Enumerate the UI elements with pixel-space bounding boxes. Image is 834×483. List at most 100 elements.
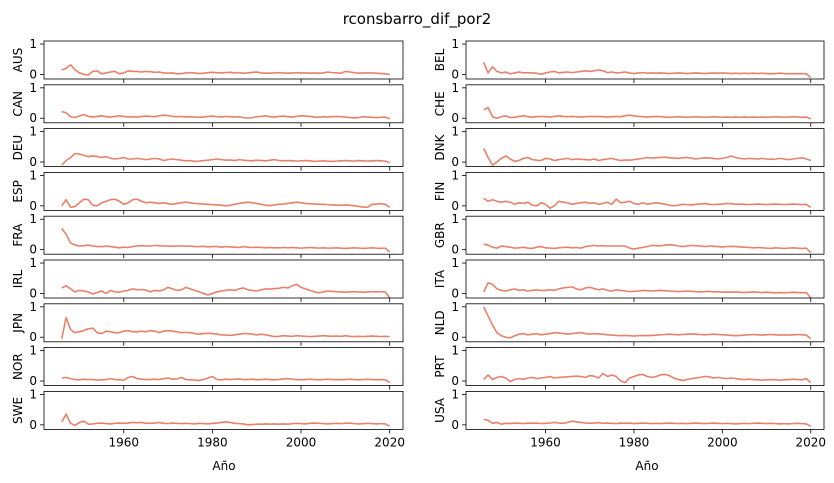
axes-frame: [43, 390, 404, 430]
axes-frame: [465, 128, 825, 168]
y-tick-label: 0: [29, 67, 37, 81]
y-tick-label: 1: [451, 344, 459, 358]
panel-fra: 0 1 FRA: [11, 212, 404, 259]
y-tick-label: 0: [29, 374, 37, 388]
axes-frame: [43, 84, 404, 124]
axes-frame: [43, 215, 404, 255]
y-tick-label: 1: [451, 387, 459, 401]
y-tick-label: 0: [451, 374, 459, 388]
y-tick-label: 1: [29, 81, 37, 95]
y-axis-label: GBR: [433, 222, 447, 248]
y-tick-label: 0: [451, 155, 459, 169]
y-tick-label: 1: [451, 81, 459, 95]
series-line-fra: [61, 227, 391, 253]
y-axis-label: USA: [433, 397, 447, 423]
axes-frame: [465, 303, 825, 343]
series-line-bel: [482, 61, 812, 79]
y-tick-label: 1: [451, 125, 459, 139]
series-line-ita: [482, 281, 812, 299]
y-tick-label: 1: [451, 37, 459, 51]
series-line-can: [61, 110, 391, 120]
y-tick-label: 1: [29, 300, 37, 314]
y-tick-label: 1: [29, 37, 37, 51]
chart-title: rconsbarro_dif_por2: [343, 10, 492, 29]
axes-frame: [465, 390, 825, 430]
y-axis-label: CHE: [433, 91, 447, 116]
y-axis-label: CAN: [11, 91, 25, 117]
panel-bel: 0 1 BEL: [433, 37, 825, 83]
y-axis-label: NOR: [11, 353, 25, 380]
y-tick-label: 0: [29, 418, 37, 432]
axes-frame: [465, 215, 825, 255]
series-line-swe: [61, 413, 391, 428]
y-axis-label: DNK: [433, 133, 447, 160]
x-axis-label-right: Año: [635, 459, 658, 473]
axes-frame: [43, 128, 404, 168]
axes-frame: [465, 84, 825, 124]
y-axis-label: IRL: [11, 269, 25, 288]
panels-container: 01AUS01CAN01DEU01ESP01FRA01IRL01JPN01NOR…: [11, 37, 826, 449]
y-axis-label: DEU: [11, 135, 25, 161]
panel-nor: 0 1 NOR: [11, 344, 404, 390]
y-axis-label: ITA: [433, 269, 447, 288]
y-tick-label: 0: [451, 286, 459, 300]
y-tick-label: 1: [451, 300, 459, 314]
panel-deu: 0 1 DEU: [11, 125, 404, 171]
y-tick-label: 0: [29, 111, 37, 125]
y-axis-label: BEL: [433, 48, 447, 71]
axes-frame: [43, 171, 404, 211]
y-tick-label: 1: [29, 125, 37, 139]
y-axis-label: FIN: [433, 182, 447, 201]
x-tick-label: 1980: [619, 435, 650, 449]
panel-ita: 0 1 ITA: [433, 256, 825, 302]
x-tick-label: 2020: [795, 435, 826, 449]
panel-jpn: 0 1 JPN: [11, 300, 404, 346]
panel-fin: 0 1 FIN: [433, 168, 825, 215]
y-tick-label: 0: [29, 330, 37, 344]
series-line-esp: [61, 198, 391, 209]
y-axis-label: JPN: [11, 313, 25, 334]
panel-nld: 0 1 NLD: [433, 300, 825, 346]
y-tick-label: 1: [29, 344, 37, 358]
panel-irl: 0 1 IRL: [11, 256, 404, 302]
series-line-aus: [61, 63, 390, 76]
y-axis-label: PRT: [433, 355, 447, 378]
y-tick-label: 1: [29, 168, 37, 182]
x-tick-label: 2020: [374, 435, 405, 449]
panel-swe: 0 1 SWE 1960 1980 2000 2020: [11, 387, 405, 449]
y-tick-label: 1: [29, 256, 37, 270]
panel-che: 0 1 CHE: [433, 81, 825, 127]
series-line-prt: [483, 372, 812, 384]
series-line-jpn: [60, 316, 390, 339]
y-tick-label: 1: [29, 387, 37, 401]
y-tick-label: 0: [29, 243, 37, 257]
axes-frame: [465, 259, 825, 299]
y-tick-label: 0: [451, 67, 459, 81]
axes-frame: [43, 259, 404, 299]
y-tick-label: 1: [451, 256, 459, 270]
x-axis-label-left: Año: [212, 459, 235, 473]
panel-gbr: 0 1 GBR: [433, 212, 825, 259]
axes-frame: [43, 303, 404, 343]
panel-esp: 0 1 ESP: [11, 168, 404, 215]
x-tick-label: 2000: [707, 435, 738, 449]
series-line-dnk: [482, 148, 812, 166]
y-axis-label: FRA: [11, 223, 25, 247]
series-line-nor: [61, 375, 391, 384]
y-tick-label: 1: [451, 212, 459, 226]
series-line-fin: [483, 197, 812, 210]
axes-frame: [465, 171, 825, 211]
series-line-gbr: [483, 243, 812, 254]
y-axis-label: SWE: [11, 397, 25, 424]
y-tick-label: 0: [29, 155, 37, 169]
panel-usa: 0 1 USA 1960 1980 2000 2020: [433, 387, 826, 449]
panel-aus: 0 1 AUS: [11, 37, 404, 83]
y-tick-label: 0: [451, 418, 459, 432]
series-line-irl: [61, 283, 391, 299]
axes-frame: [465, 40, 825, 80]
y-tick-label: 0: [29, 199, 37, 213]
y-axis-label: AUS: [11, 48, 25, 73]
axes-frame: [43, 40, 404, 80]
axes-frame: [465, 347, 825, 387]
y-tick-label: 0: [451, 111, 459, 125]
